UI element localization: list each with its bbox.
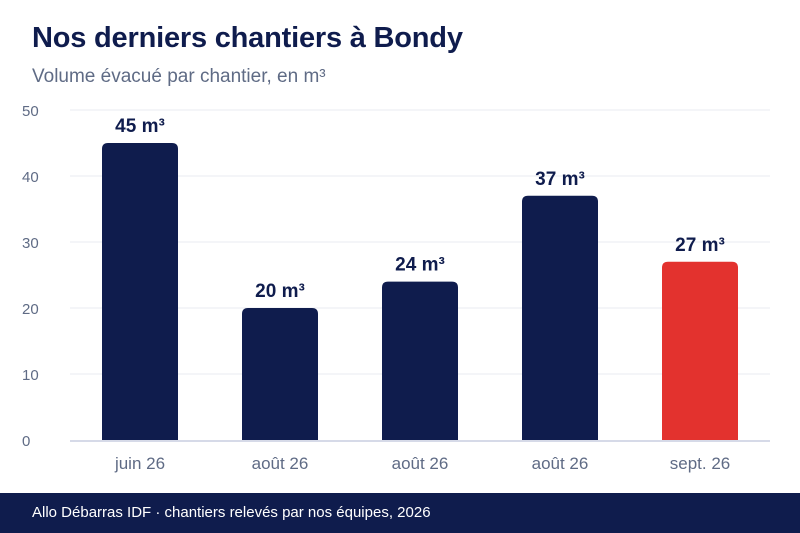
data-label: 27 m³ <box>675 235 725 256</box>
x-tick-label: août 26 <box>392 454 449 473</box>
data-label: 20 m³ <box>255 281 305 302</box>
footer-bar: Allo Débarras IDF · chantiers relevés pa… <box>0 493 800 533</box>
bar <box>522 195 598 440</box>
x-tick-label: août 26 <box>532 454 589 473</box>
y-tick-label: 20 <box>22 301 39 318</box>
x-tick-label: sept. 26 <box>670 454 731 473</box>
y-tick-label: 10 <box>22 367 39 384</box>
y-tick-label: 50 <box>22 103 39 120</box>
chart-title: Nos derniers chantiers à Bondy <box>32 22 463 54</box>
bar-chart: 0 10 20 30 40 50 45 m³ juin 26 20 m³ août 26 24 m³… <box>22 103 770 473</box>
footer-source: Allo Débarras IDF · chantiers relevés pa… <box>32 504 431 521</box>
chart-subtitle: Volume évacué par chantier, en m³ <box>32 66 326 87</box>
data-label: 37 m³ <box>535 169 585 190</box>
y-tick-label: 0 <box>22 433 30 450</box>
bar <box>382 281 458 440</box>
bar <box>102 143 178 440</box>
data-label: 45 m³ <box>115 116 165 137</box>
bar <box>662 261 738 440</box>
data-label: 24 m³ <box>395 255 445 276</box>
x-tick-label: août 26 <box>252 454 309 473</box>
x-tick-label: juin 26 <box>114 454 165 473</box>
y-tick-label: 30 <box>22 235 39 252</box>
y-tick-label: 40 <box>22 169 39 186</box>
bar <box>242 308 318 440</box>
